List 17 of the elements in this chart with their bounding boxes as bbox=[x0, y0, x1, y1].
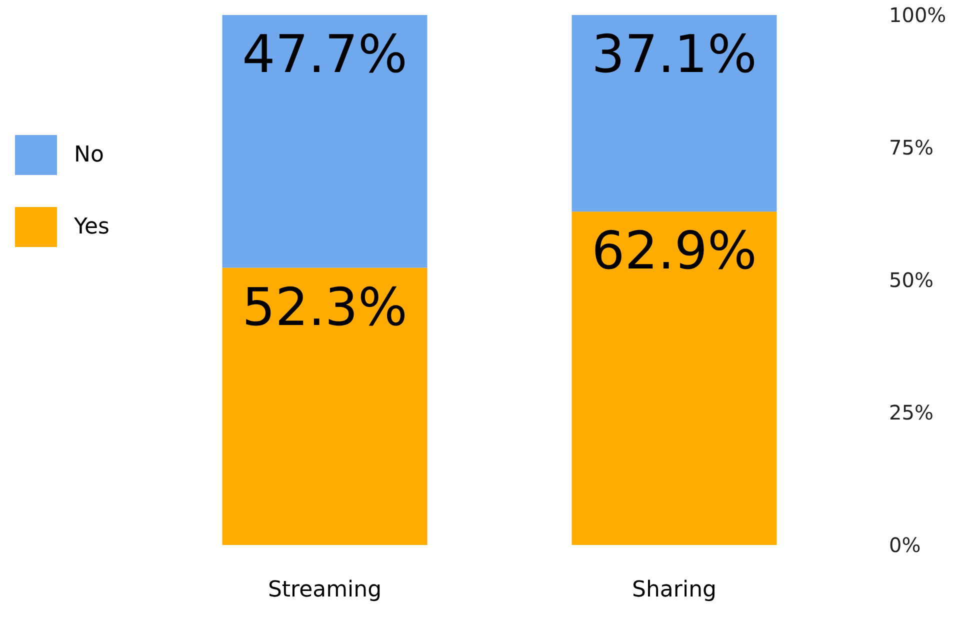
data-label: 37.1% bbox=[592, 25, 757, 85]
y-tick-label: 100% bbox=[889, 3, 946, 27]
bar bbox=[572, 15, 777, 212]
y-tick-label: 0% bbox=[889, 533, 921, 557]
bar bbox=[222, 15, 428, 268]
x-tick-label: Streaming bbox=[268, 578, 382, 602]
bar bbox=[572, 212, 777, 545]
legend-label: Yes bbox=[73, 214, 110, 240]
y-tick-label: 75% bbox=[889, 136, 934, 160]
bar bbox=[222, 268, 428, 545]
y-tick-label: 25% bbox=[889, 400, 934, 424]
data-label: 52.3% bbox=[242, 278, 408, 338]
data-label: 47.7% bbox=[242, 25, 408, 85]
x-tick-label: Sharing bbox=[632, 578, 716, 602]
data-label: 62.9% bbox=[592, 222, 757, 282]
legend-label: No bbox=[74, 142, 104, 168]
y-tick-label: 50% bbox=[889, 268, 934, 292]
